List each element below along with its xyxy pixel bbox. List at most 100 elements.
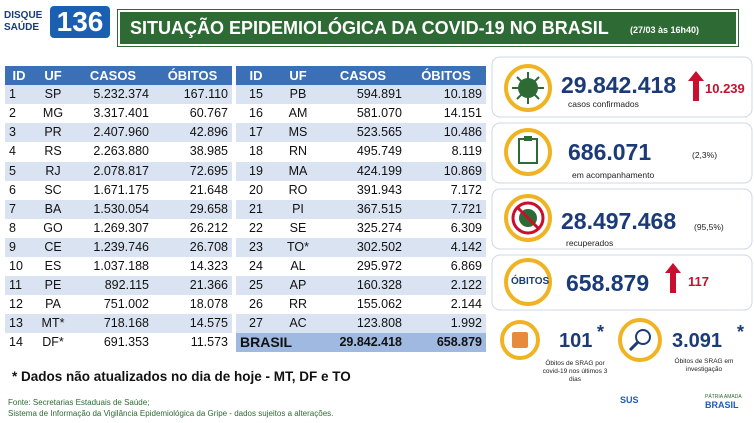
- table-cell: MG: [42, 106, 64, 121]
- srag-recent-mark: *: [597, 322, 605, 342]
- table-cell: 18.078: [189, 297, 228, 312]
- table-cell: CE: [44, 239, 62, 254]
- table-cell: SC: [44, 182, 62, 197]
- column-header: CASOS: [89, 68, 137, 83]
- table-cell: 7.172: [450, 182, 482, 197]
- table-cell: 24: [249, 259, 263, 273]
- recovered-share: (95,5%): [694, 222, 724, 232]
- table-row: [5, 314, 232, 334]
- table-cell: 22: [249, 220, 263, 235]
- table-row: [236, 257, 486, 277]
- table-cell: 10.486: [443, 125, 482, 140]
- table-cell: 325.274: [356, 220, 402, 235]
- deaths-value: 658.879: [566, 270, 650, 296]
- column-header: ÓBITOS: [167, 68, 218, 83]
- table-cell: 4: [9, 144, 16, 159]
- table-cell: 718.168: [103, 316, 149, 331]
- table-cell: RN: [288, 144, 308, 159]
- table-cell: 155.062: [356, 297, 402, 312]
- table-cell: BA: [44, 201, 62, 216]
- table-cell: PA: [45, 297, 61, 312]
- table-cell: 10.869: [443, 163, 482, 178]
- table-cell: MS: [288, 125, 308, 140]
- table-row: [5, 237, 232, 257]
- table-cell: 7: [9, 201, 16, 216]
- column-header: UF: [289, 68, 307, 83]
- table-cell: 11.573: [190, 335, 228, 350]
- table-cell: 72.695: [189, 163, 228, 178]
- table-cell: MA: [288, 163, 308, 178]
- table-cell: 123.808: [356, 316, 402, 331]
- table-cell: RS: [44, 144, 62, 159]
- table-cell: 17: [249, 125, 263, 140]
- table-cell: 19: [249, 163, 263, 178]
- table-cell: 5.232.374: [93, 87, 149, 102]
- table-cell: 14.151: [443, 106, 482, 121]
- total-row: [236, 333, 486, 353]
- table-cell: 523.565: [356, 125, 402, 140]
- table-row: [236, 199, 486, 219]
- table-cell: SE: [289, 220, 307, 235]
- table-cell: 27: [249, 316, 263, 331]
- table-cell: 10: [9, 259, 23, 273]
- logo-line: DISQUE: [4, 10, 43, 21]
- table-cell: 2.122: [450, 278, 482, 293]
- table-cell: 594.891: [356, 87, 402, 102]
- icons: [491, 56, 753, 362]
- table-cell: 424.199: [356, 163, 402, 178]
- monitoring-share: (2,3%): [692, 150, 718, 160]
- total-cell: 29.842.418: [339, 335, 402, 350]
- table-cell: 26.212: [189, 220, 228, 235]
- total-cell: BRASIL: [240, 334, 293, 351]
- table-cell: 2.144: [450, 297, 482, 312]
- table-row: [236, 104, 486, 124]
- table-row: [5, 218, 232, 238]
- table-cell: 8: [9, 220, 16, 235]
- table-cell: PB: [289, 87, 307, 102]
- confirmed-new: 10.239: [705, 81, 745, 96]
- table-cell: 295.972: [356, 259, 402, 273]
- title-bar: SITUAÇÃO EPIDEMIOLÓGICA DA COVID-19 NO B…: [118, 10, 738, 46]
- table-cell: RJ: [45, 163, 61, 178]
- timestamp: (27/03 às 16h40): [630, 25, 700, 35]
- table-cell: MT*: [41, 316, 65, 331]
- table-cell: PE: [44, 278, 62, 293]
- confirmed-label: casos confirmados: [568, 99, 639, 109]
- table-cell: AL: [290, 259, 306, 273]
- table-cell: SP: [44, 87, 62, 102]
- note: * Dados não atualizados no dia de hoje -…: [12, 369, 351, 384]
- table-row: [5, 333, 232, 353]
- source: Fonte: Secretarias Estaduais de Saúde;: [8, 398, 150, 407]
- table-cell: DF*: [42, 335, 64, 350]
- table-cell: RO: [288, 182, 308, 197]
- table-cell: 1.530.054: [93, 201, 149, 216]
- srag-investigation-mark: *: [737, 322, 745, 342]
- table-row: [236, 85, 486, 105]
- table-row: [5, 85, 232, 105]
- table-cell: PR: [44, 125, 62, 140]
- table-cell: 367.515: [356, 201, 402, 216]
- table-cell: RR: [288, 297, 308, 312]
- table-row: [5, 276, 232, 296]
- table-cell: 1: [9, 87, 16, 102]
- column-header: ÓBITOS: [421, 68, 471, 83]
- table-cell: 6.309: [450, 220, 482, 235]
- table-cell: 14.575: [189, 316, 228, 331]
- table-row: [5, 161, 232, 181]
- table-cell: 26.708: [189, 239, 228, 254]
- table-cell: ES: [44, 259, 62, 273]
- recovered-value: 28.497.468: [561, 208, 677, 234]
- srag-recent-value: 101: [559, 330, 593, 352]
- table-cell: 167.110: [183, 87, 228, 102]
- table-cell: 5: [9, 163, 16, 178]
- table-cell: 9: [9, 239, 16, 254]
- table-cell: 12: [9, 297, 23, 312]
- table-row: [5, 123, 232, 143]
- column-header: ID: [249, 68, 263, 83]
- table-cell: GO: [43, 220, 63, 235]
- table-cell: 14.323: [189, 259, 228, 273]
- table-header: [236, 66, 486, 86]
- table-cell: 3.317.401: [93, 106, 149, 121]
- table-cell: 581.070: [356, 106, 402, 121]
- table-cell: 14: [9, 335, 23, 350]
